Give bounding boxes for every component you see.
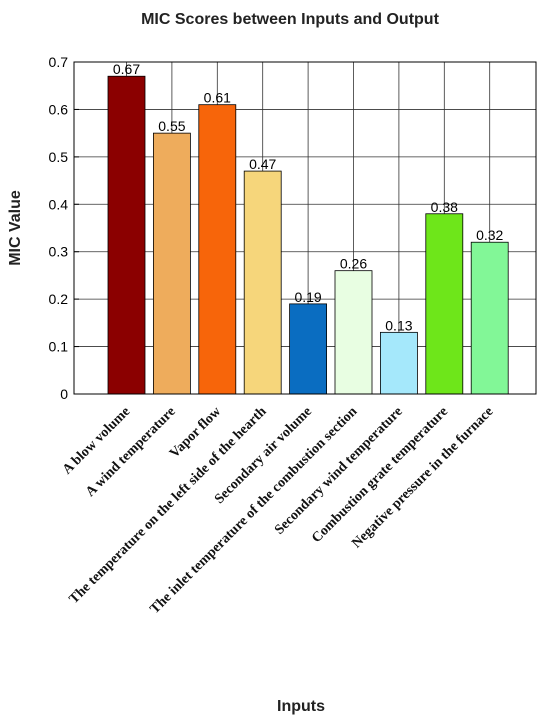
bar-0 xyxy=(107,75,146,395)
y-tick-label-1: 0.1 xyxy=(49,339,69,355)
bar-6 xyxy=(379,331,418,395)
data-labels: 0.67 0.55 0.61 0.47 0.19 0.26 0.13 0.38 0.32 xyxy=(113,61,504,333)
bar-2 xyxy=(198,104,237,395)
bar-1 xyxy=(152,132,191,395)
y-tick-label-0: 0 xyxy=(60,386,68,402)
y-axis-label: MIC Value xyxy=(7,190,24,266)
bar-7 xyxy=(425,213,464,395)
data-label-2: 0.61 xyxy=(204,90,231,106)
y-tick-label-4: 0.4 xyxy=(49,196,69,212)
category-label-5: The inlet temperature of the combustion … xyxy=(148,404,361,617)
data-label-8: 0.32 xyxy=(476,227,503,243)
bar-4 xyxy=(289,303,328,395)
data-label-7: 0.38 xyxy=(431,199,458,215)
data-label-6: 0.13 xyxy=(385,317,412,333)
y-tick-label-2: 0.2 xyxy=(49,291,69,307)
data-label-1: 0.55 xyxy=(158,118,185,134)
data-label-4: 0.19 xyxy=(294,289,321,305)
category-label-1: A wind temperature xyxy=(83,404,179,500)
axes xyxy=(73,61,537,395)
y-tick-label-5: 0.5 xyxy=(49,149,69,165)
bar-3 xyxy=(243,170,282,395)
data-label-5: 0.26 xyxy=(340,256,367,272)
x-axis-label: Inputs xyxy=(277,698,325,715)
data-label-0: 0.67 xyxy=(113,61,140,77)
bars xyxy=(107,75,509,395)
data-label-3: 0.47 xyxy=(249,156,276,172)
y-tick-label-7: 0.7 xyxy=(49,54,69,70)
y-ticks: 0 0.1 0.2 0.3 0.4 0.5 0.6 0.7 xyxy=(49,54,79,402)
y-tick-label-6: 0.6 xyxy=(49,101,69,117)
y-tick-label-3: 0.3 xyxy=(49,244,69,260)
bar-8 xyxy=(470,241,509,395)
chart-title: MIC Scores between Inputs and Output xyxy=(141,11,439,28)
plot-frame xyxy=(73,61,537,395)
bar-5 xyxy=(334,270,373,395)
